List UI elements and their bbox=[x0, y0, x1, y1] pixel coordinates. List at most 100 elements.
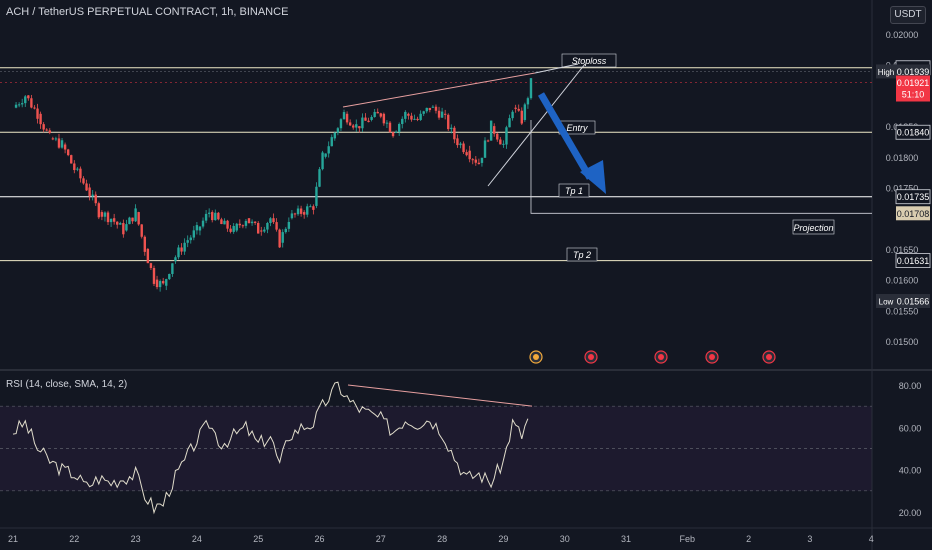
high-tag bbox=[876, 64, 896, 79]
candle-body bbox=[250, 221, 254, 224]
candle-body bbox=[45, 129, 48, 131]
time-tick-label: 4 bbox=[869, 534, 874, 544]
candle-body bbox=[355, 124, 358, 128]
candle-body bbox=[131, 217, 134, 222]
projection-arrow-head bbox=[580, 160, 606, 194]
high-price-tag bbox=[896, 64, 930, 79]
candle-body bbox=[422, 111, 425, 114]
candle-body bbox=[232, 225, 235, 232]
candle-body bbox=[54, 138, 58, 140]
time-tick-label: 31 bbox=[621, 534, 631, 544]
candle-body bbox=[134, 208, 137, 222]
time-tick-label: 26 bbox=[314, 534, 324, 544]
candle-body bbox=[462, 143, 465, 153]
candle-body bbox=[125, 224, 128, 231]
last-price-label: 0.01921 bbox=[897, 78, 930, 88]
price-tick-label: 0.01650 bbox=[886, 245, 919, 255]
candle-body bbox=[198, 226, 202, 231]
time-tick-label: 30 bbox=[560, 534, 570, 544]
candle-body bbox=[434, 106, 438, 111]
currency-button[interactable]: USDT bbox=[890, 6, 926, 24]
candle-body bbox=[220, 219, 223, 225]
candle-body bbox=[443, 113, 447, 115]
candle-body bbox=[526, 98, 530, 105]
candle-body bbox=[207, 212, 211, 214]
annotation-label: Entry bbox=[566, 123, 588, 133]
candle-body bbox=[483, 140, 487, 158]
time-tick-label: 27 bbox=[376, 534, 386, 544]
annotation-label: Stoploss bbox=[572, 56, 607, 66]
candle-body bbox=[88, 187, 91, 197]
candle-body bbox=[146, 248, 150, 264]
event-dot bbox=[709, 354, 715, 360]
candle-body bbox=[217, 212, 220, 220]
price-tick-label: 0.01500 bbox=[886, 337, 919, 347]
candle-body bbox=[425, 107, 428, 112]
candle-body bbox=[195, 225, 199, 231]
annotation-label: Tp 2 bbox=[573, 250, 591, 260]
candle-body bbox=[155, 279, 159, 288]
candle-body bbox=[263, 229, 266, 232]
candle-body bbox=[106, 212, 110, 223]
candle-body bbox=[51, 138, 55, 140]
candle-body bbox=[364, 117, 367, 121]
candle-body bbox=[112, 218, 116, 222]
high-tag-label: High bbox=[878, 68, 894, 77]
candle-body bbox=[315, 186, 318, 206]
candle-body bbox=[171, 263, 174, 274]
candle-body bbox=[348, 122, 352, 126]
candle-body bbox=[453, 127, 456, 140]
candle-body bbox=[428, 107, 432, 111]
candle-body bbox=[253, 221, 257, 223]
candle-body bbox=[186, 240, 189, 243]
candle-body bbox=[302, 212, 306, 215]
candle-body bbox=[342, 112, 346, 120]
candle-body bbox=[358, 126, 361, 129]
countdown-label: 51:10 bbox=[902, 90, 925, 100]
candle-body bbox=[447, 114, 450, 130]
candle-body bbox=[30, 98, 33, 108]
candle-body bbox=[324, 153, 327, 157]
low-price-tag bbox=[896, 294, 930, 308]
candle-body bbox=[287, 221, 291, 229]
candle-body bbox=[247, 218, 251, 224]
candle-body bbox=[229, 228, 232, 232]
candle-body bbox=[48, 130, 51, 134]
candle-body bbox=[94, 194, 97, 204]
high-price-label: 0.01939 bbox=[897, 67, 930, 77]
candle-body bbox=[122, 223, 125, 235]
candle-body bbox=[397, 123, 401, 132]
rsi-line bbox=[12, 381, 529, 515]
candle-body bbox=[189, 237, 192, 241]
candle-body bbox=[352, 125, 355, 128]
candle-body bbox=[502, 143, 505, 145]
candle-body bbox=[459, 143, 462, 146]
candle-body bbox=[137, 212, 140, 225]
candle-body bbox=[523, 104, 527, 120]
low-tag-label: Low bbox=[879, 298, 894, 307]
candle-body bbox=[514, 107, 517, 109]
rsi-divergence-line bbox=[347, 384, 533, 407]
candle-body bbox=[290, 213, 294, 219]
candle-body bbox=[477, 162, 481, 165]
candle-body bbox=[336, 128, 340, 133]
candle-body bbox=[391, 132, 395, 137]
candle-body bbox=[511, 111, 514, 119]
candle-body bbox=[416, 118, 419, 120]
candle-body bbox=[161, 281, 165, 284]
time-tick-label: 28 bbox=[437, 534, 447, 544]
candle-body bbox=[401, 118, 404, 124]
candle-body bbox=[82, 178, 85, 184]
projection-price-label: 0.01708 bbox=[897, 209, 930, 219]
price-tick-label: 0.01750 bbox=[886, 184, 919, 194]
candle-body bbox=[388, 122, 392, 133]
candle-body bbox=[204, 213, 208, 221]
candle-body bbox=[183, 242, 186, 252]
candle-body bbox=[152, 267, 156, 284]
candle-body bbox=[128, 217, 131, 225]
rsi-tick-label: 20.00 bbox=[899, 508, 922, 518]
candle-body bbox=[394, 131, 398, 133]
candle-body bbox=[223, 220, 226, 225]
candle-body bbox=[235, 223, 238, 231]
